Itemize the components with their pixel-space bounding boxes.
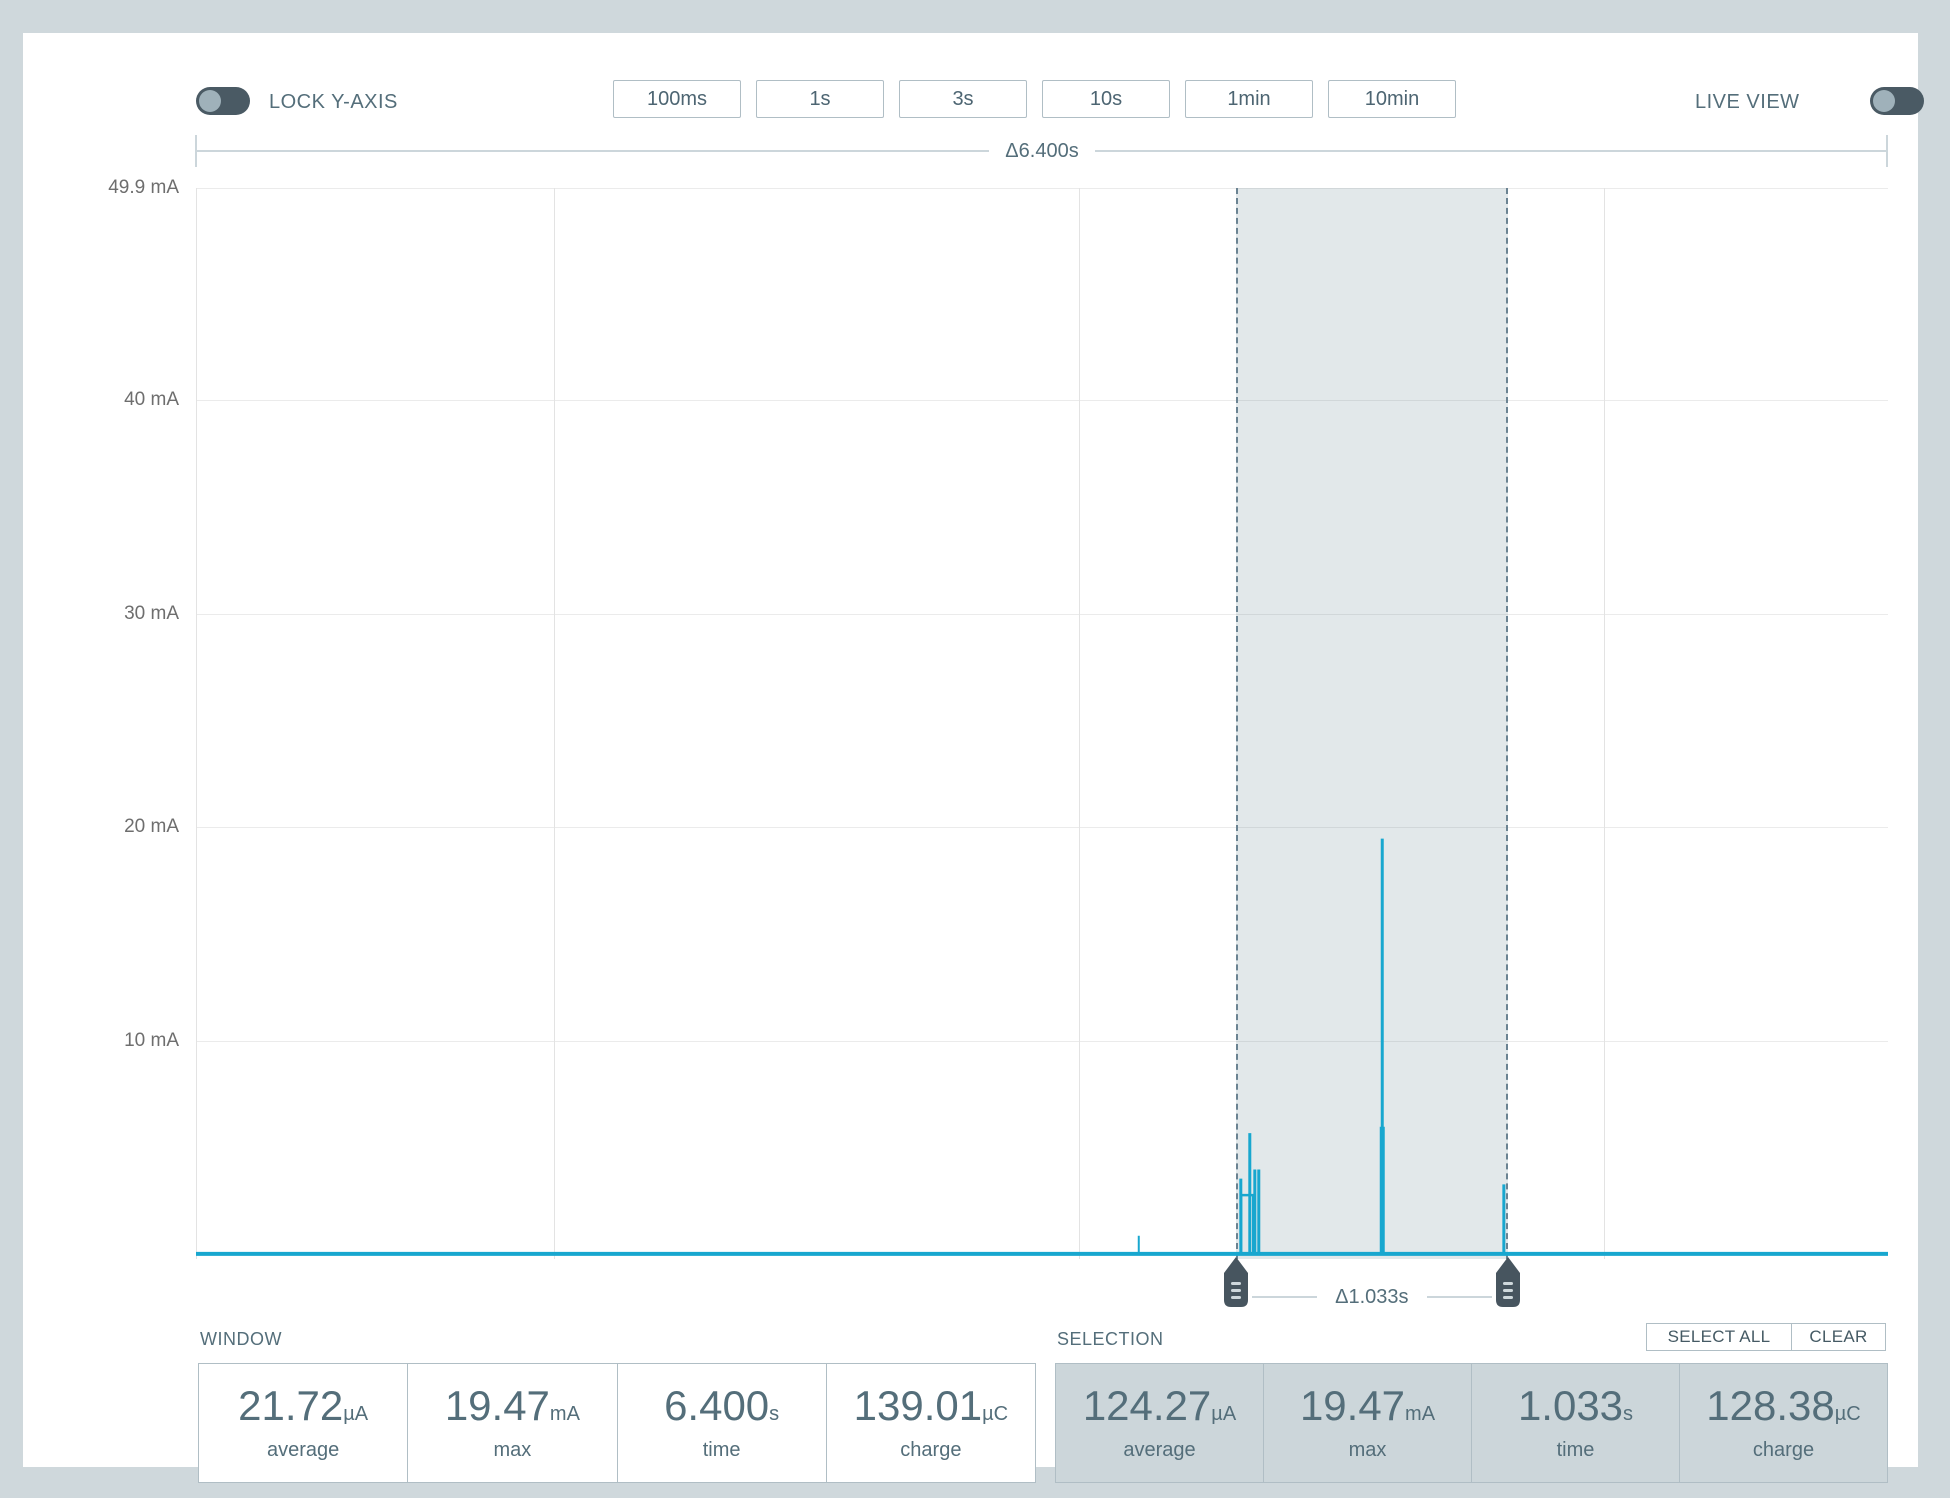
time-window-button-group: 100ms 1s 3s 10s 1min 10min [613, 80, 1456, 118]
window-average-stat: 21.72µA average [199, 1364, 407, 1482]
stat-unit: mA [549, 1402, 580, 1425]
stat-unit: mA [1405, 1402, 1436, 1425]
stat-value: 19.47 [1299, 1381, 1406, 1429]
window-section-label: WINDOW [200, 1329, 282, 1349]
y-axis-tick-label: 30 mA [124, 602, 179, 624]
ruler-line [1094, 150, 1889, 152]
stat-label: time [702, 1438, 741, 1461]
y-axis-tick-label: 10 mA [124, 1030, 179, 1052]
time-window-button-10s[interactable]: 10s [1042, 80, 1170, 118]
y-axis-tick-label: 49.9 mA [108, 177, 179, 198]
y-axis-tick-label: 20 mA [124, 816, 179, 838]
h-gridline [196, 188, 1888, 189]
v-gridline [553, 188, 555, 1259]
selection-section-label: SELECTION [1057, 1329, 1164, 1349]
selection-stats-panel: 124.27µA average 19.47mA max 1.033s time… [1055, 1363, 1888, 1483]
stat-label: average [266, 1438, 340, 1461]
selection-max-stat: 19.47mA max [1263, 1364, 1471, 1482]
h-gridline [196, 613, 1888, 615]
stat-value: 128.38 [1706, 1381, 1835, 1429]
clear-button[interactable]: CLEAR [1791, 1324, 1885, 1350]
stat-label: average [1123, 1438, 1196, 1461]
stat-value: 21.72 [238, 1381, 344, 1429]
v-gridline [196, 188, 197, 1259]
selection-delta-annotation: Δ1.033s [1251, 1285, 1492, 1309]
toggle-knob-icon [199, 90, 221, 112]
window-stats-panel: 21.72µA average 19.47mA max 6.400s time … [198, 1363, 1036, 1483]
stat-value: 6.400 [664, 1381, 770, 1429]
window-delta-ruler: Δ6.400s [196, 139, 1889, 162]
stat-label: max [1348, 1438, 1387, 1461]
window-charge-stat: 139.01µC charge [825, 1364, 1035, 1482]
stat-value: 19.47 [444, 1381, 550, 1429]
h-gridline [196, 399, 1888, 401]
current-trace [196, 838, 1888, 1256]
lock-y-axis-toggle[interactable] [196, 87, 250, 115]
time-window-button-10min[interactable]: 10min [1328, 80, 1456, 118]
annotation-line [1251, 1296, 1318, 1298]
selection-handle-right[interactable] [1495, 1257, 1520, 1307]
selection-time-stat: 1.033s time [1471, 1364, 1679, 1482]
time-window-button-100ms[interactable]: 100ms [613, 80, 741, 118]
live-view-label: LIVE VIEW [1695, 91, 1800, 113]
time-window-button-1min[interactable]: 1min [1185, 80, 1313, 118]
v-gridline [1078, 188, 1080, 1259]
stat-label: time [1556, 1438, 1595, 1461]
stat-unit: µC [982, 1402, 1009, 1425]
stat-unit: s [769, 1402, 780, 1425]
stat-label: charge [1752, 1438, 1815, 1461]
lock-y-axis-label: LOCK Y-AXIS [269, 91, 398, 113]
window-delta-label: Δ6.400s [1005, 139, 1079, 162]
stat-unit: µA [343, 1402, 369, 1425]
chart-plot-area[interactable] [196, 188, 1888, 1259]
h-gridline [196, 1041, 1888, 1043]
stat-unit: s [1623, 1402, 1634, 1425]
main-panel: LOCK Y-AXIS 100ms 1s 3s 10s 1min 10min L… [23, 33, 1924, 1483]
stat-value: 1.033 [1517, 1381, 1624, 1429]
selection-average-stat: 124.27µA average [1056, 1364, 1263, 1482]
stat-value: 124.27 [1082, 1381, 1212, 1429]
toggle-knob-icon [1873, 90, 1895, 112]
selection-handle-left[interactable] [1223, 1257, 1248, 1307]
h-gridline [196, 827, 1888, 829]
stat-label: max [493, 1438, 532, 1461]
ruler-line [196, 150, 990, 152]
stat-value: 139.01 [853, 1381, 983, 1429]
stat-label: charge [900, 1438, 962, 1461]
window-max-stat: 19.47mA max [407, 1364, 616, 1482]
stat-unit: µC [1834, 1402, 1861, 1425]
live-view-toggle[interactable] [1870, 87, 1924, 115]
time-window-button-3s[interactable]: 3s [899, 80, 1027, 118]
selection-actions: SELECT ALL CLEAR [1646, 1323, 1886, 1351]
window-time-stat: 6.400s time [616, 1364, 826, 1482]
selection-delta-label: Δ1.033s [1335, 1285, 1409, 1308]
selection-charge-stat: 128.38µC charge [1679, 1364, 1887, 1482]
stat-unit: µA [1211, 1402, 1237, 1425]
selection-region[interactable] [1235, 188, 1508, 1259]
annotation-line [1426, 1296, 1492, 1298]
select-all-button[interactable]: SELECT ALL [1647, 1324, 1791, 1350]
y-axis-labels: 49.9 mA 40 mA 30 mA 20 mA 10 mA [23, 177, 179, 1259]
time-window-button-1s[interactable]: 1s [756, 80, 884, 118]
y-axis-tick-label: 40 mA [124, 388, 179, 410]
v-gridline [1603, 188, 1605, 1259]
